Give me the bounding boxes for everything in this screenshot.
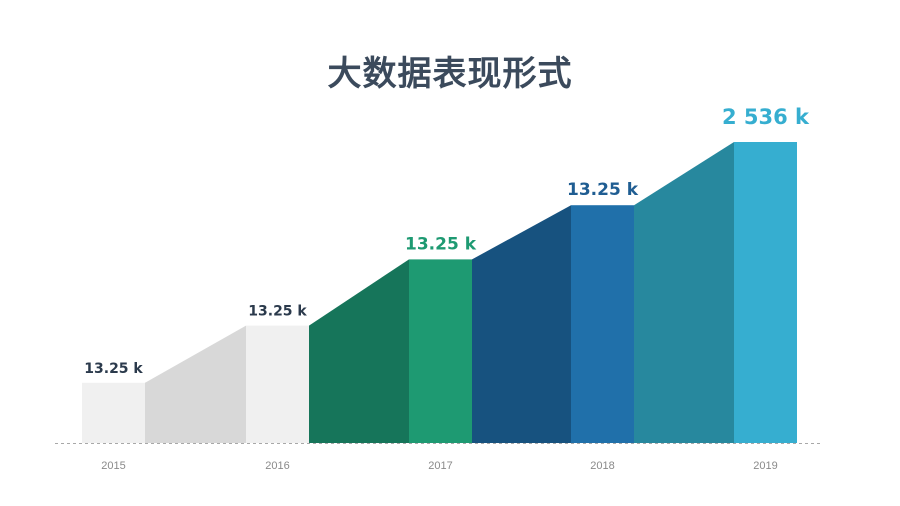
bar-2016 [246, 325, 309, 443]
x-tick-2018: 2018 [590, 460, 614, 472]
page-title: 大数据表现形式 [327, 54, 573, 94]
connector-2015-2016 [145, 325, 246, 443]
value-label-2017: 13.25 k [405, 234, 477, 254]
bar-2019 [734, 142, 797, 443]
bar-2018 [571, 205, 634, 443]
value-label-2018: 13.25 k [567, 180, 639, 200]
x-tick-2016: 2016 [265, 460, 289, 472]
x-tick-2019: 2019 [753, 460, 777, 472]
bar-2017 [409, 259, 472, 443]
x-tick-2017: 2017 [428, 460, 452, 472]
connector-2018-2019 [634, 142, 734, 443]
bar-2015 [82, 382, 145, 443]
connector-2016-2017 [309, 259, 409, 443]
connector-2017-2018 [472, 205, 571, 443]
value-label-2016: 13.25 k [248, 304, 307, 320]
value-label-2015: 13.25 k [84, 361, 143, 377]
value-label-2019: 2 536 k [722, 105, 810, 129]
x-tick-2015: 2015 [101, 460, 125, 472]
